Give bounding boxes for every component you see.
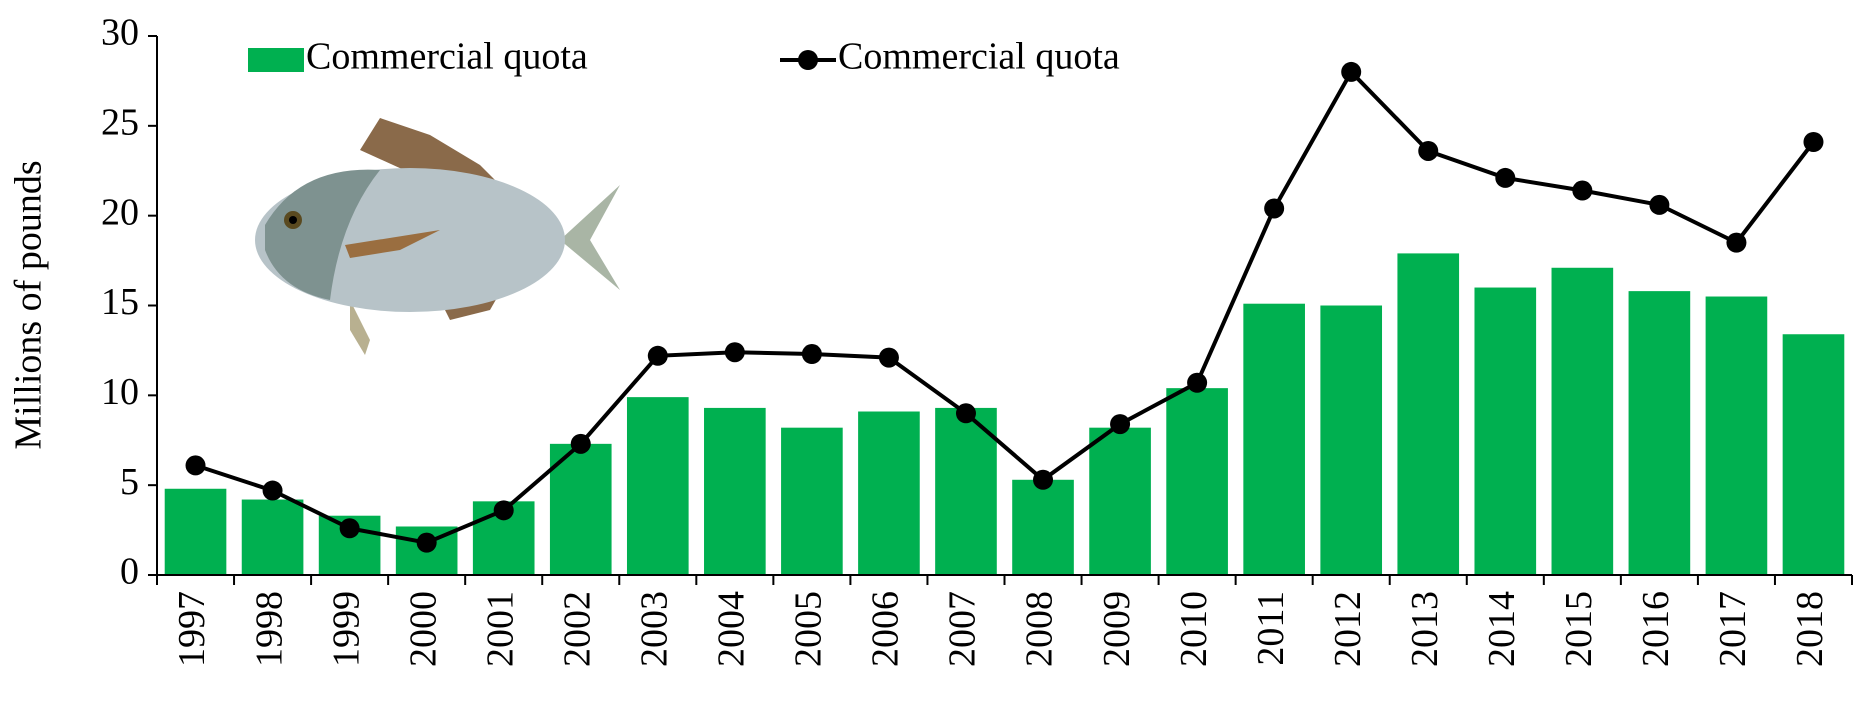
marker: [1264, 198, 1285, 219]
x-tick-label: 2005: [788, 591, 830, 667]
x-tick-label: 2013: [1404, 591, 1446, 667]
marker: [339, 518, 360, 539]
x-tick-label: 2007: [942, 591, 984, 667]
bar: [549, 443, 612, 575]
x-tick-label: 2004: [711, 591, 753, 667]
marker: [1649, 194, 1670, 215]
x-tick-label: 2009: [1096, 591, 1138, 667]
marker: [801, 344, 822, 365]
x-tick-label: 2003: [634, 591, 676, 667]
x-tick-label: 2012: [1327, 591, 1369, 667]
bar: [1628, 291, 1691, 575]
x-tick-label: 2000: [402, 591, 444, 667]
marker: [493, 500, 514, 521]
x-tick-label: 2011: [1250, 591, 1292, 666]
bar: [704, 407, 766, 575]
bar: [241, 499, 304, 575]
x-tick-label: 1997: [171, 591, 213, 667]
marker: [416, 532, 437, 553]
bar: [1243, 303, 1305, 575]
bar: [858, 411, 920, 575]
bar: [1705, 296, 1768, 575]
x-tick-label: 2017: [1712, 591, 1754, 667]
legend-label: Commercial quota: [306, 36, 588, 78]
bar: [1166, 388, 1228, 575]
marker: [724, 342, 745, 363]
bar: [1551, 267, 1614, 575]
marker: [1418, 140, 1439, 161]
marker: [1110, 414, 1131, 435]
bar: [1320, 305, 1383, 575]
x-tick-label: 2018: [1789, 591, 1831, 667]
marker: [1341, 61, 1362, 82]
y-tick-label: 0: [120, 551, 139, 593]
bar: [1782, 334, 1845, 575]
bar: [1089, 427, 1151, 575]
marker: [185, 455, 206, 476]
marker: [1803, 132, 1824, 153]
x-tick-label: 1999: [325, 591, 367, 667]
x-tick-label: 2014: [1481, 591, 1523, 667]
x-tick-label: 2008: [1019, 591, 1061, 667]
bar: [626, 397, 689, 575]
bar: [1397, 253, 1460, 575]
x-tick-label: 2006: [865, 591, 907, 667]
x-tick-label: 2010: [1173, 591, 1215, 667]
legend-label: Commercial quota: [838, 36, 1120, 78]
legend-marker: [798, 50, 818, 70]
marker: [1572, 180, 1593, 201]
bar: [164, 488, 227, 575]
x-tick-label: 2002: [556, 591, 598, 667]
x-tick-label: 1998: [248, 591, 290, 667]
bar: [935, 407, 997, 575]
marker: [570, 433, 591, 454]
y-tick-label: 30: [101, 12, 139, 54]
marker: [1033, 469, 1054, 490]
x-tick-label: 2015: [1558, 591, 1600, 667]
bar: [781, 427, 843, 575]
marker: [955, 403, 976, 424]
legend-swatch: [248, 48, 304, 72]
fish-illustration: [255, 118, 620, 355]
bar: [1012, 479, 1074, 575]
line: [194, 68, 1816, 545]
marker: [1495, 167, 1516, 188]
y-axis-title: Millions of pounds: [8, 160, 50, 449]
bar: [1474, 287, 1537, 575]
y-tick-label: 10: [101, 371, 139, 413]
marker: [647, 345, 668, 366]
marker: [262, 480, 283, 501]
y-tick-label: 25: [101, 102, 139, 144]
y-tick-label: 15: [101, 281, 139, 323]
x-tick-label: 2016: [1635, 591, 1677, 667]
marker: [1187, 372, 1208, 393]
x-tick-label: 2001: [479, 591, 521, 667]
y-tick-label: 20: [101, 191, 139, 233]
marker: [878, 347, 899, 368]
y-tick-label: 5: [120, 461, 139, 503]
marker: [1726, 232, 1747, 253]
